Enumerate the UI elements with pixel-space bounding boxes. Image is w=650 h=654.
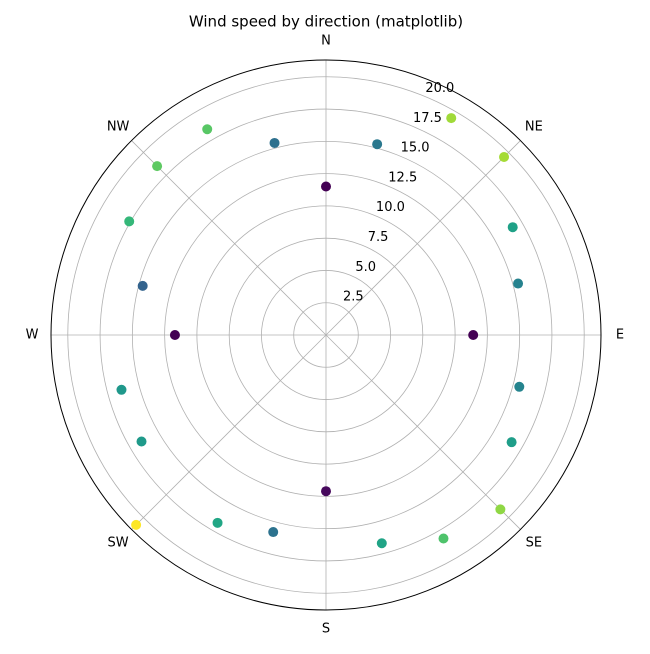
- grid-spoke: [131, 140, 327, 336]
- point: [212, 517, 223, 528]
- point: [468, 330, 479, 340]
- chart-title: Wind speed by direction (matplotlib): [189, 13, 463, 31]
- y-tick-label: 5.0: [355, 260, 376, 275]
- point: [446, 113, 457, 124]
- point: [202, 124, 213, 135]
- x-tick-label: NE: [525, 120, 543, 135]
- x-tick-label: N: [321, 34, 331, 49]
- point: [513, 278, 524, 289]
- point: [514, 381, 525, 392]
- point: [495, 504, 506, 515]
- point: [376, 538, 387, 549]
- point: [372, 139, 383, 150]
- point: [269, 137, 280, 148]
- point: [124, 216, 135, 227]
- x-tick-label: NW: [107, 120, 130, 135]
- y-tick-label: 2.5: [343, 290, 364, 305]
- point: [116, 384, 127, 395]
- point: [499, 151, 510, 162]
- point: [268, 527, 279, 538]
- x-tick-label: S: [322, 622, 330, 637]
- point: [506, 437, 517, 448]
- y-tick-label: 15.0: [401, 141, 430, 156]
- polar-frame: [50, 59, 602, 611]
- y-tick-label: 12.5: [388, 170, 417, 185]
- point: [321, 486, 331, 497]
- x-tick-label: SE: [526, 535, 542, 550]
- point: [152, 161, 163, 172]
- y-tick-label: 10.0: [376, 200, 405, 215]
- point: [438, 533, 449, 544]
- point: [507, 222, 518, 233]
- x-tick-label: E: [616, 328, 624, 343]
- point: [136, 436, 147, 447]
- grid-spoke: [131, 334, 327, 530]
- y-tick-label: 17.5: [413, 111, 442, 126]
- x-tick-label: SW: [108, 535, 129, 550]
- x-tick-label: W: [26, 328, 39, 343]
- point: [321, 181, 331, 192]
- grid-spoke: [325, 334, 521, 530]
- point: [137, 280, 148, 291]
- point: [131, 519, 142, 530]
- y-tick-label: 20.0: [425, 81, 454, 96]
- grid-spoke: [325, 140, 521, 336]
- point: [169, 330, 180, 340]
- y-tick-label: 7.5: [368, 230, 389, 245]
